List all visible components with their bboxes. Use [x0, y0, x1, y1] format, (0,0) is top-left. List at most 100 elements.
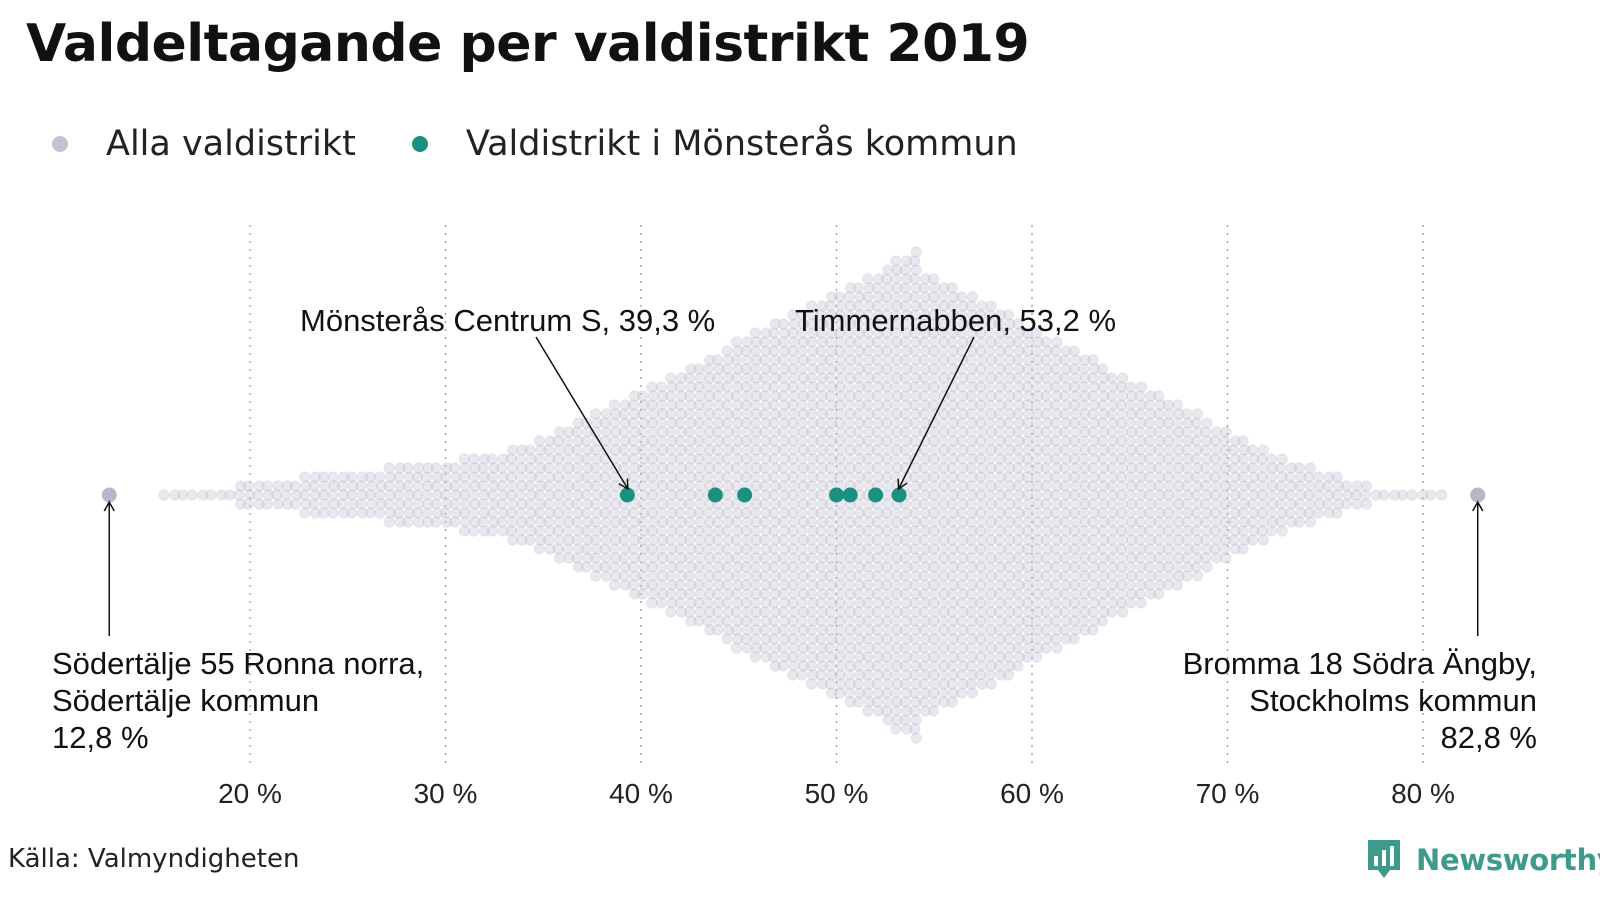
- district-point: [985, 516, 997, 528]
- district-point: [1304, 516, 1316, 528]
- district-point: [1004, 534, 1016, 546]
- district-point: [777, 372, 789, 384]
- district-point: [937, 471, 949, 483]
- district-point: [749, 507, 761, 519]
- district-point: [854, 651, 866, 663]
- district-point: [852, 606, 865, 618]
- district-point: [608, 435, 621, 447]
- district-point: [899, 300, 911, 312]
- district-point: [657, 462, 669, 474]
- district-point: [411, 471, 423, 483]
- district-point: [955, 327, 968, 339]
- district-point: [722, 462, 735, 474]
- district-point: [600, 552, 613, 564]
- district-point: [768, 579, 780, 591]
- district-point: [910, 696, 922, 708]
- district-point: [882, 444, 894, 456]
- district-point: [852, 390, 865, 402]
- district-point: [807, 381, 819, 393]
- district-point: [524, 498, 536, 510]
- district-point: [563, 462, 575, 474]
- district-point: [833, 543, 846, 555]
- district-point: [713, 507, 725, 519]
- district-point: [319, 480, 331, 492]
- district-point: [797, 390, 810, 402]
- district-point: [458, 507, 470, 519]
- district-point: [807, 489, 819, 501]
- district-point: [835, 408, 847, 420]
- district-point: [984, 633, 996, 645]
- district-point: [589, 444, 602, 456]
- district-point: [993, 498, 1005, 510]
- district-point: [797, 642, 810, 654]
- district-point: [984, 597, 996, 609]
- district-point: [854, 507, 866, 519]
- district-point: [873, 453, 885, 465]
- district-point: [976, 354, 988, 366]
- district-point: [657, 498, 669, 510]
- district-point: [835, 552, 847, 564]
- district-point: [514, 489, 527, 501]
- district-point: [693, 381, 705, 393]
- district-point: [646, 543, 658, 555]
- district-point: [976, 552, 988, 564]
- district-point: [948, 453, 960, 465]
- district-point: [815, 633, 827, 645]
- district-point: [833, 687, 846, 699]
- district-point: [863, 372, 875, 384]
- district-point: [929, 570, 941, 582]
- district-point: [985, 606, 997, 618]
- district-point: [901, 291, 913, 303]
- district-point: [563, 534, 575, 546]
- district-point: [1032, 426, 1044, 438]
- district-point: [919, 309, 932, 321]
- district-point: [993, 408, 1005, 420]
- district-point: [833, 345, 846, 357]
- district-point: [647, 426, 660, 438]
- district-point: [1049, 489, 1062, 501]
- district-point: [862, 543, 874, 555]
- district-point: [730, 390, 743, 402]
- district-point: [608, 471, 621, 483]
- district-point: [1040, 516, 1052, 528]
- district-point: [732, 471, 744, 483]
- district-point: [844, 660, 857, 672]
- district-point: [826, 651, 838, 663]
- district-point: [919, 543, 932, 555]
- district-point: [751, 408, 763, 420]
- district-point: [899, 372, 911, 384]
- district-point: [957, 588, 969, 600]
- district-point: [985, 624, 997, 636]
- district-point: [918, 516, 930, 528]
- district-point: [674, 543, 686, 555]
- district-point: [1023, 390, 1035, 402]
- district-point: [918, 462, 930, 474]
- district-point: [1004, 498, 1016, 510]
- district-point: [863, 336, 875, 348]
- district-point: [364, 507, 376, 519]
- district-point: [805, 516, 818, 528]
- district-point: [769, 426, 782, 438]
- district-point: [938, 516, 951, 528]
- district-point: [1021, 525, 1033, 537]
- district-point: [769, 642, 782, 654]
- district-point: [1040, 390, 1052, 402]
- district-point: [927, 489, 940, 501]
- district-point: [833, 651, 846, 663]
- district-point: [665, 408, 677, 420]
- district-point: [374, 489, 386, 501]
- district-point: [890, 579, 902, 591]
- district-point: [797, 426, 810, 438]
- district-point: [758, 624, 771, 636]
- district-point: [1049, 471, 1062, 483]
- district-point: [580, 471, 592, 483]
- district-point: [995, 327, 1007, 339]
- district-point: [683, 606, 696, 618]
- district-point: [693, 507, 705, 519]
- district-point: [1002, 597, 1015, 609]
- district-point: [788, 606, 800, 618]
- district-point: [516, 516, 528, 528]
- district-point: [629, 390, 641, 402]
- district-point: [852, 462, 865, 474]
- district-point: [882, 696, 894, 708]
